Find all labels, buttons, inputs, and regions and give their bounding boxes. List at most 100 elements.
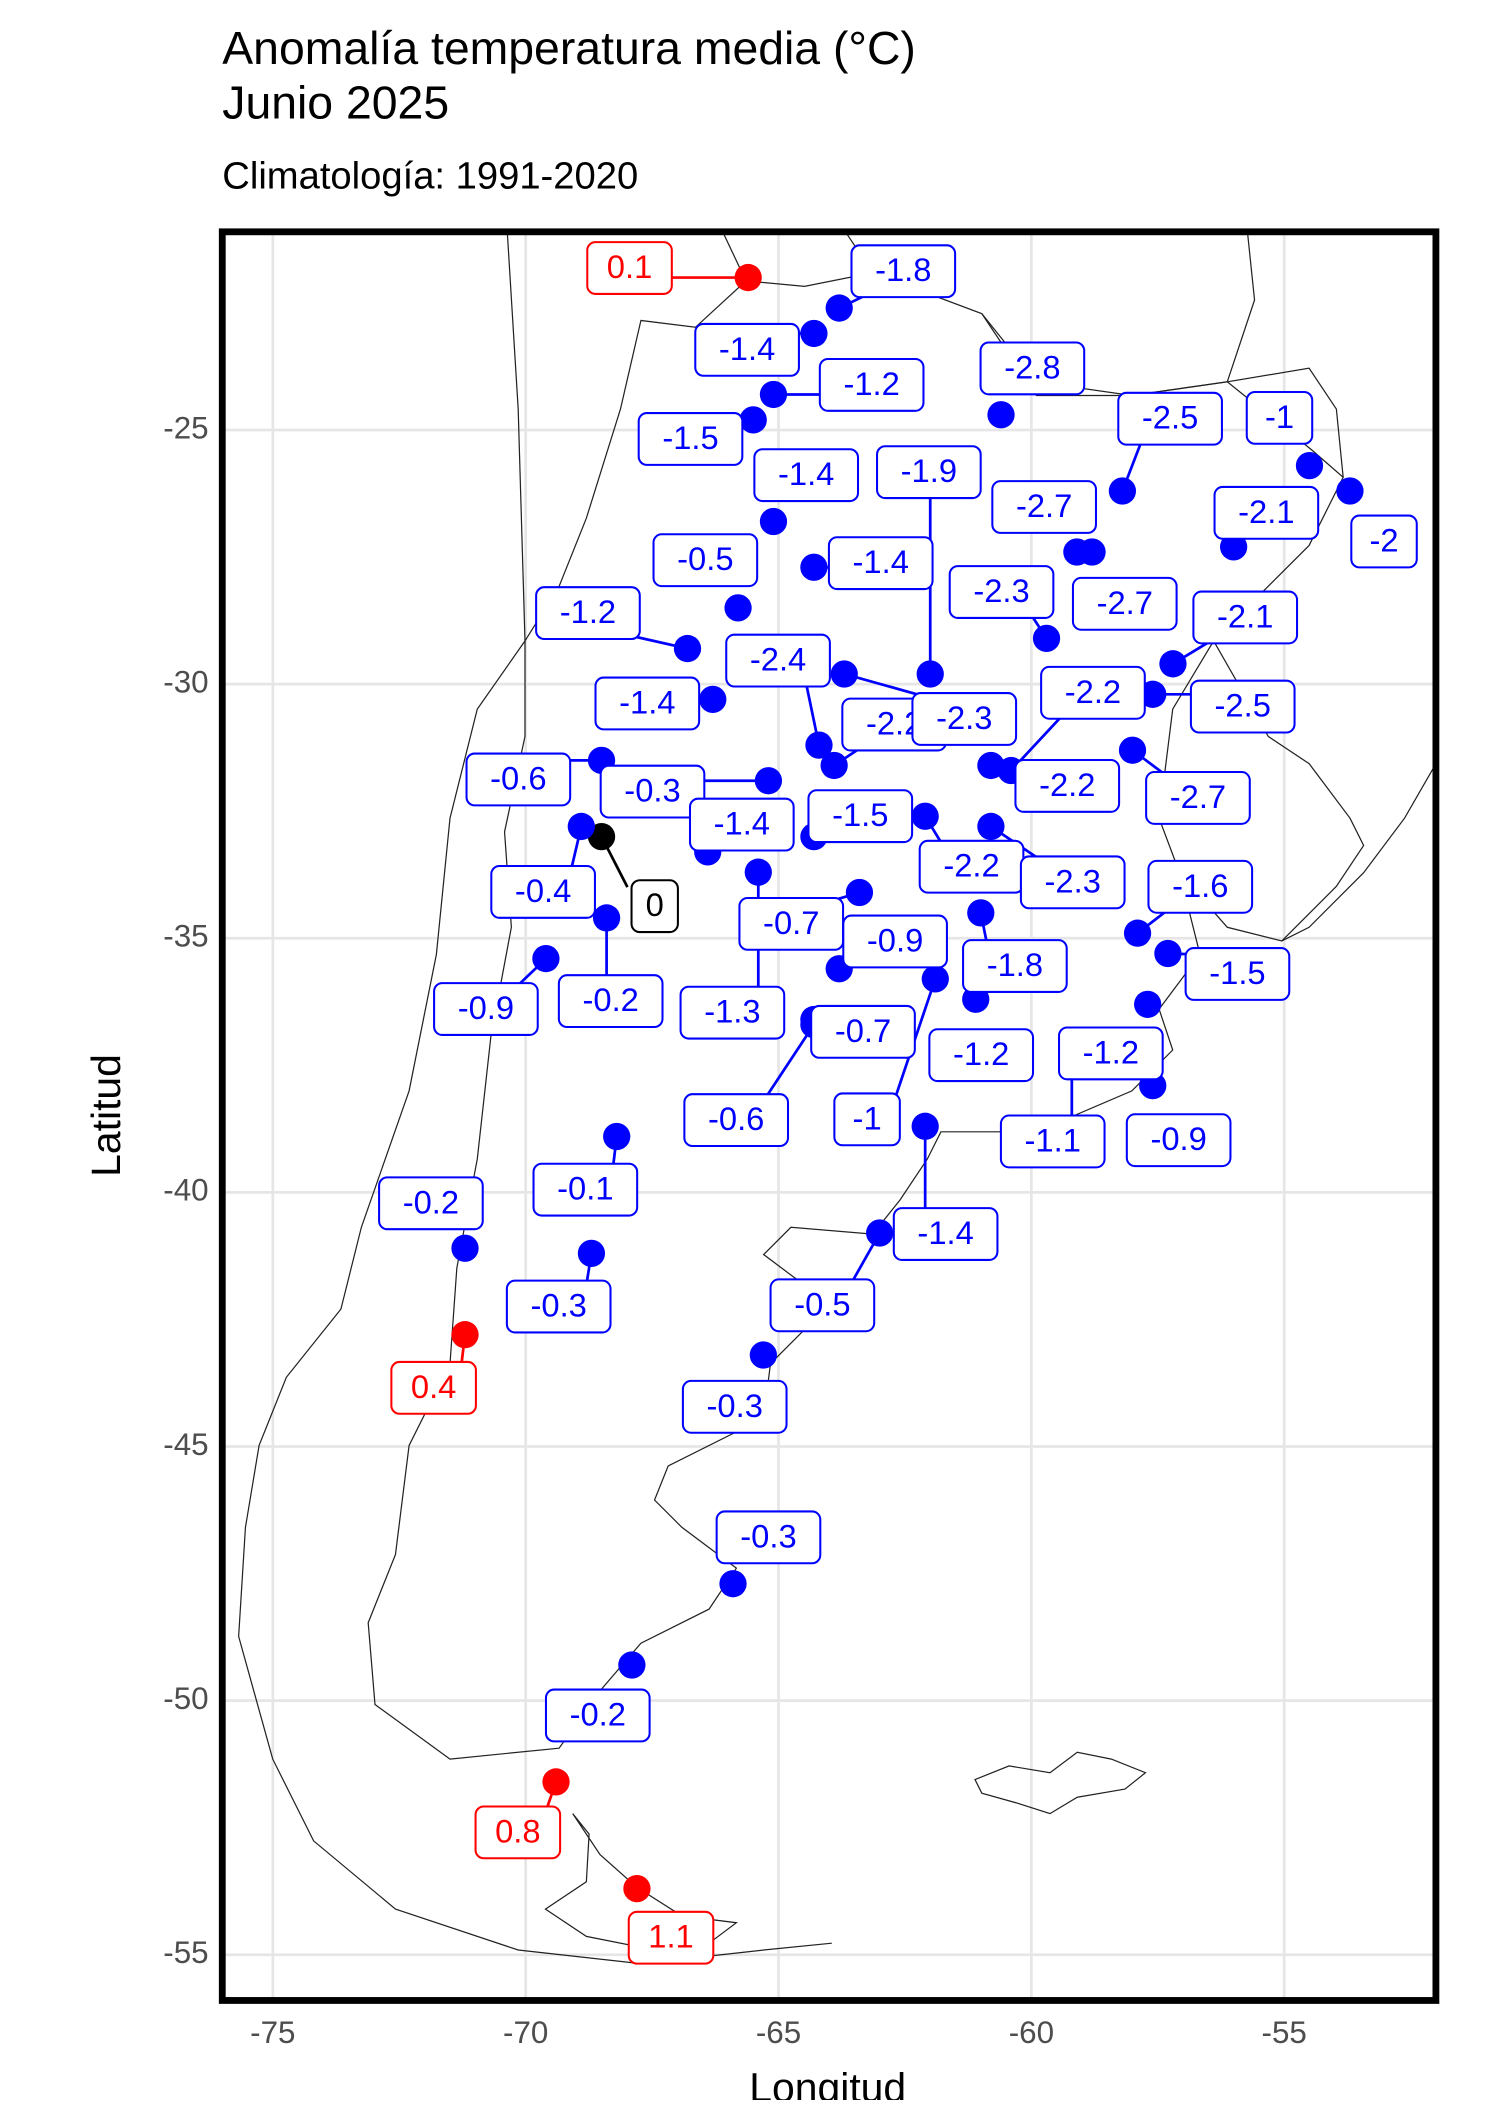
label-box xyxy=(627,1910,715,1965)
x-tick-label: -60 xyxy=(1009,2015,1054,2050)
label-box xyxy=(652,533,759,588)
x-tick-label: -55 xyxy=(1262,2015,1307,2050)
value-label: -1.4 xyxy=(619,683,675,720)
station-point xyxy=(754,767,783,795)
station-point xyxy=(542,1768,570,1796)
label-box xyxy=(1019,855,1126,910)
value-label: -1.8 xyxy=(987,946,1043,983)
station-point xyxy=(800,319,828,348)
value-label: -0.2 xyxy=(403,1183,459,1220)
label-box xyxy=(1145,771,1251,825)
station-point xyxy=(1108,477,1137,505)
value-label: -0.3 xyxy=(624,772,680,809)
label-box xyxy=(1245,390,1314,445)
value-label: -1.4 xyxy=(917,1214,973,1251)
value-label: -0.2 xyxy=(582,981,638,1018)
value-label: -0.1 xyxy=(557,1170,613,1207)
value-label: 0.4 xyxy=(411,1368,456,1405)
value-label: -0.7 xyxy=(835,1012,891,1049)
label-box xyxy=(586,241,673,295)
station-point xyxy=(1118,736,1147,764)
label-box xyxy=(474,1805,562,1860)
value-label: -2.1 xyxy=(1238,493,1294,530)
label-box xyxy=(999,1114,1106,1169)
label-box xyxy=(833,1092,901,1147)
label-box xyxy=(876,445,982,500)
station-point xyxy=(577,1239,606,1267)
value-label: -1.3 xyxy=(704,993,760,1030)
label-box xyxy=(599,764,706,819)
station-point xyxy=(825,294,853,322)
label-box xyxy=(769,1278,876,1333)
station-point xyxy=(921,965,949,993)
y-tick-label: -35 xyxy=(163,919,208,954)
station-point xyxy=(866,1219,894,1247)
label-box xyxy=(892,1207,999,1261)
value-label: 0.8 xyxy=(495,1812,540,1849)
value-label: -1.4 xyxy=(778,455,834,492)
label-box xyxy=(827,536,934,591)
value-label: -1.4 xyxy=(719,330,775,367)
value-label: -2.2 xyxy=(1065,673,1121,710)
value-label: -1.4 xyxy=(714,805,770,842)
y-tick-label: -40 xyxy=(163,1173,208,1208)
label-box xyxy=(683,1093,790,1148)
label-box xyxy=(807,789,914,844)
station-point xyxy=(1159,650,1187,678)
value-label: -0.5 xyxy=(677,540,733,577)
label-box xyxy=(544,1688,651,1743)
value-label: -1.5 xyxy=(1209,954,1265,991)
label-box xyxy=(594,676,701,731)
x-tick-label: -65 xyxy=(756,2015,801,2050)
value-label: -1 xyxy=(1265,398,1294,435)
station-point xyxy=(1123,919,1152,947)
station-point xyxy=(759,507,788,536)
label-box xyxy=(390,1360,477,1415)
value-label: -1.6 xyxy=(1172,867,1228,904)
x-tick-label: -75 xyxy=(250,2015,295,2050)
station-point xyxy=(1134,990,1162,1018)
y-tick-label: -45 xyxy=(163,1427,208,1462)
label-box xyxy=(1125,1113,1232,1168)
y-tick-label: -30 xyxy=(163,664,208,699)
label-box xyxy=(725,633,831,688)
value-label: -1.2 xyxy=(560,593,616,630)
station-point xyxy=(724,594,752,622)
label-box xyxy=(842,914,948,969)
station-point xyxy=(1295,451,1324,480)
label-box xyxy=(818,357,925,412)
value-label: -0.6 xyxy=(708,1100,764,1137)
label-box xyxy=(490,864,596,919)
chart-subtitle: Climatología: 1991-2020 xyxy=(222,155,638,198)
label-box xyxy=(1014,758,1121,813)
y-axis-title: Latitud xyxy=(83,1054,129,1177)
label-box xyxy=(911,692,1018,746)
value-label: 1.1 xyxy=(648,1918,693,1955)
station-point xyxy=(567,812,595,841)
value-label: -1.8 xyxy=(875,251,931,288)
label-box xyxy=(1058,1026,1164,1081)
value-label: -0.4 xyxy=(515,872,571,909)
label-box xyxy=(681,1379,788,1434)
value-label: -0.9 xyxy=(867,921,923,958)
station-point xyxy=(719,1570,747,1598)
value-label: -0.3 xyxy=(530,1287,586,1324)
label-box xyxy=(1213,485,1320,540)
value-label: -0.7 xyxy=(763,904,819,941)
value-label: -2.2 xyxy=(1039,766,1095,803)
station-point xyxy=(759,380,788,409)
station-point xyxy=(916,660,944,688)
label-box xyxy=(378,1176,484,1231)
label-box xyxy=(1147,859,1254,914)
label-box xyxy=(979,341,1086,396)
value-label: -1.2 xyxy=(953,1035,1009,1072)
label-box xyxy=(694,322,800,377)
value-label: -2.3 xyxy=(1045,862,1101,899)
value-label: -2.5 xyxy=(1142,399,1198,436)
station-point xyxy=(911,1112,939,1140)
label-box xyxy=(928,1028,1035,1083)
value-label: -2.5 xyxy=(1215,687,1271,724)
label-box xyxy=(1184,947,1291,1001)
label-box xyxy=(688,797,795,852)
station-point xyxy=(673,634,702,663)
